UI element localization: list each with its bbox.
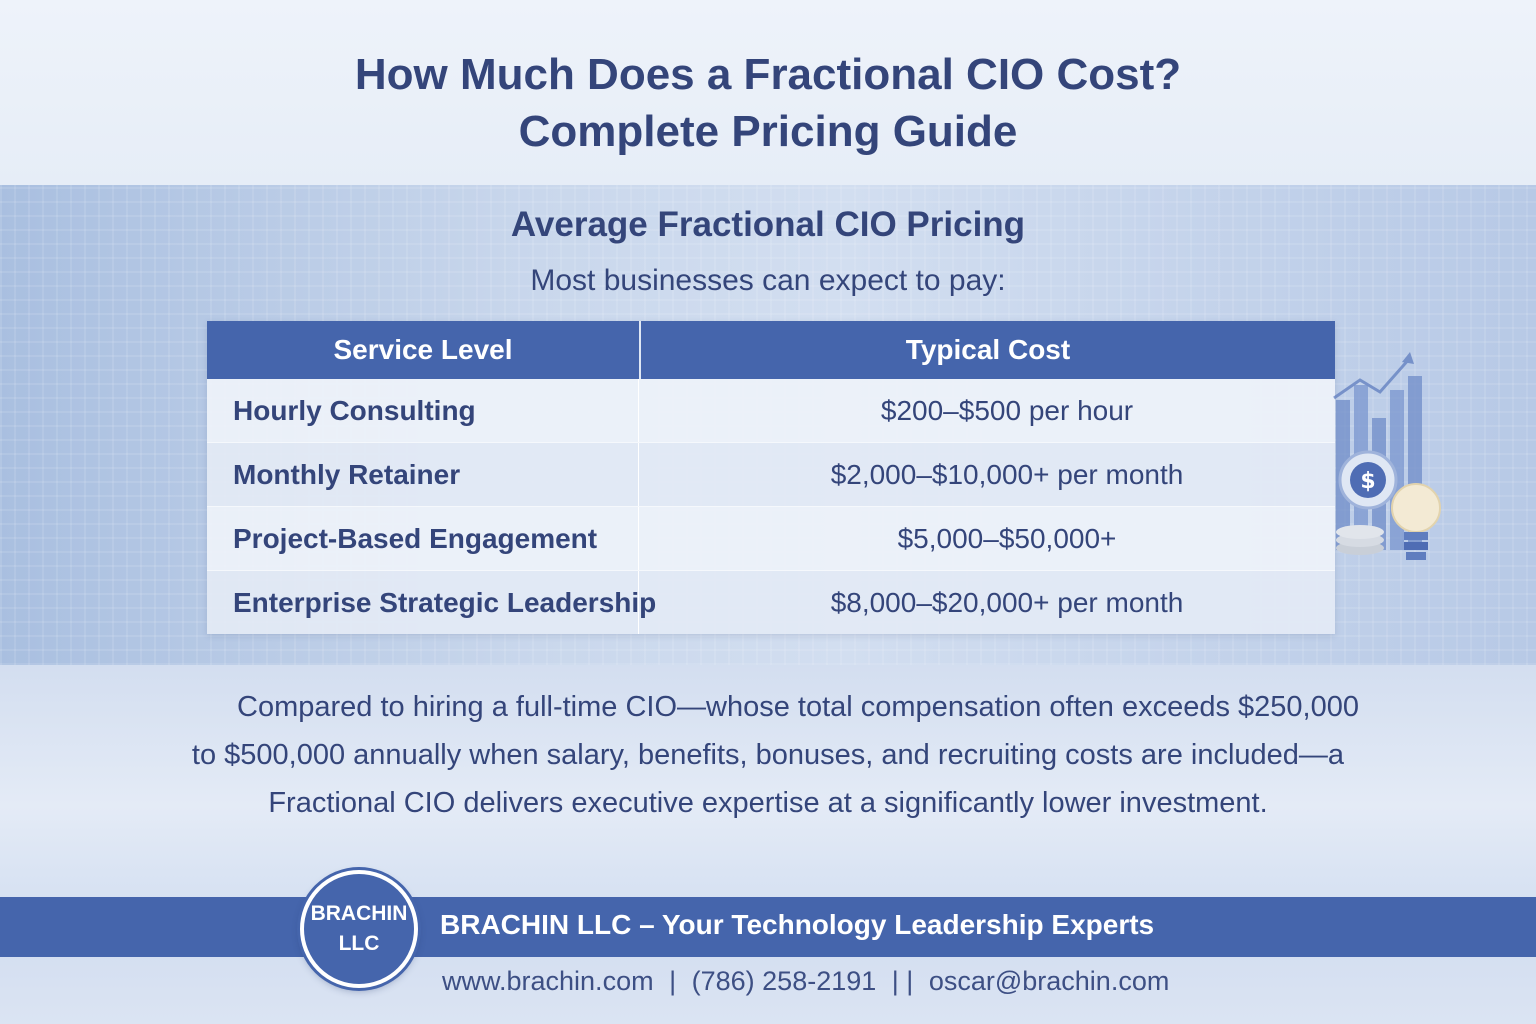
section-intro: Most businesses can expect to pay: — [530, 264, 1006, 297]
table-body: Hourly Consulting $200–$500 per hour Mon… — [207, 379, 1335, 634]
service-cell: Hourly Consulting — [207, 379, 639, 442]
phone-link[interactable]: (786) 258-2191 — [691, 966, 877, 996]
comparison-paragraph: Compared to hiring a full-time CIO—whose… — [130, 683, 1406, 827]
page-title-line-2: Complete Pricing Guide — [518, 107, 1018, 156]
email-link[interactable]: oscar@brachin.com — [928, 966, 1170, 996]
service-cell: Enterprise Strategic Leadership — [207, 571, 656, 634]
contact-info: www.brachin.com | (786) 258-2191 | | osc… — [438, 966, 1173, 997]
header-typical-cost: Typical Cost — [905, 334, 1071, 365]
cost-cell: $2,000–$10,000+ per month — [830, 458, 1184, 490]
pricing-table: Service Level Typical Cost Hourly Consul… — [207, 321, 1335, 634]
dollar-coin-icon: $ — [1336, 450, 1398, 555]
table-row: Project-Based Engagement $5,000–$50,000+ — [207, 506, 1335, 570]
cost-cell: $5,000–$50,000+ — [897, 522, 1117, 554]
table-row: Monthly Retainer $2,000–$10,000+ per mon… — [207, 442, 1335, 506]
logo-line-2: LLC — [338, 932, 380, 955]
cost-cell: $8,000–$20,000+ per month — [830, 586, 1184, 618]
table-header: Service Level Typical Cost — [207, 321, 1335, 379]
comparison-line-2: to $500,000 annually when salary, benefi… — [191, 739, 1345, 771]
website-link[interactable]: www.brachin.com — [442, 966, 654, 996]
comparison-line-3: Fractional CIO delivers executive expert… — [268, 787, 1268, 819]
lightbulb-icon — [1391, 483, 1441, 560]
table-row: Hourly Consulting $200–$500 per hour — [207, 379, 1335, 442]
header-background — [0, 0, 1536, 185]
finance-illustration: $ — [1333, 352, 1441, 560]
footer-tagline: BRACHIN LLC – Your Technology Leadership… — [440, 909, 1155, 940]
svg-text:$: $ — [1360, 469, 1375, 494]
company-logo: BRACHIN LLC — [300, 870, 418, 988]
service-cell: Project-Based Engagement — [207, 507, 639, 570]
comparison-line-1: Compared to hiring a full-time CIO—whose… — [237, 691, 1359, 723]
service-cell: Monthly Retainer — [207, 443, 639, 506]
page-title: How Much Does a Fractional CIO Cost? Com… — [0, 46, 1536, 160]
separator: | | — [891, 966, 914, 996]
cost-cell: $200–$500 per hour — [880, 394, 1134, 426]
table-row: Enterprise Strategic Leadership $8,000–$… — [207, 570, 1335, 634]
comparison-background — [0, 665, 1536, 900]
section-heading: Average Fractional CIO Pricing — [510, 205, 1026, 244]
logo-line-1: BRACHIN — [310, 902, 408, 925]
header-service-level: Service Level — [207, 321, 641, 379]
footer-bar — [0, 897, 1536, 957]
separator: | — [669, 966, 677, 996]
page-title-line-1: How Much Does a Fractional CIO Cost? — [354, 50, 1182, 99]
